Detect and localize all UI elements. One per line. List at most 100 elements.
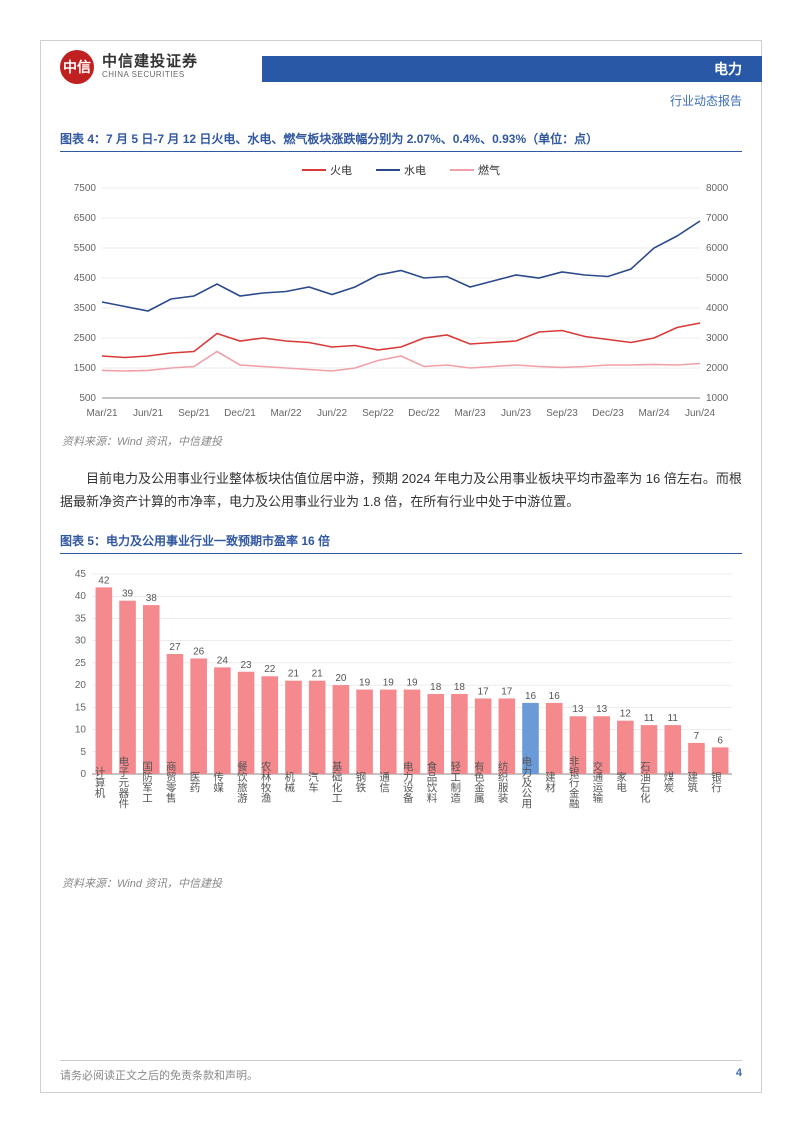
- svg-text:4500: 4500: [74, 273, 97, 284]
- sector-label: 电力: [714, 59, 742, 79]
- svg-text:11: 11: [644, 713, 655, 724]
- svg-text:17: 17: [501, 686, 513, 697]
- logo-icon: 中信: [60, 50, 94, 84]
- svg-text:计算机: 计算机: [94, 765, 106, 798]
- svg-text:45: 45: [75, 569, 87, 580]
- svg-text:Mar/22: Mar/22: [270, 408, 302, 419]
- logo-area: 中信 中信建投证券 CHINA SECURITIES: [60, 50, 198, 84]
- svg-text:20: 20: [335, 673, 347, 684]
- svg-text:Mar/21: Mar/21: [86, 408, 118, 419]
- svg-text:Jun/24: Jun/24: [685, 408, 715, 419]
- svg-text:Jun/22: Jun/22: [317, 408, 347, 419]
- svg-text:机械: 机械: [283, 771, 295, 794]
- svg-text:25: 25: [75, 658, 87, 669]
- svg-text:18: 18: [454, 682, 466, 693]
- report-type-label: 行业动态报告: [670, 92, 742, 109]
- svg-text:3000: 3000: [706, 333, 729, 344]
- svg-text:Dec/21: Dec/21: [224, 408, 256, 419]
- svg-text:16: 16: [549, 691, 561, 702]
- svg-text:6: 6: [717, 735, 723, 746]
- svg-text:纺织服装: 纺织服装: [497, 760, 509, 804]
- svg-text:2000: 2000: [706, 363, 729, 374]
- svg-text:20: 20: [75, 680, 87, 691]
- svg-text:15: 15: [75, 702, 87, 713]
- svg-text:医药: 医药: [188, 771, 200, 793]
- svg-text:27: 27: [169, 642, 181, 653]
- svg-text:8000: 8000: [706, 183, 729, 194]
- svg-text:6500: 6500: [74, 213, 97, 224]
- svg-text:5: 5: [80, 747, 86, 758]
- svg-text:19: 19: [406, 677, 418, 688]
- legend-item: 火电: [302, 162, 352, 178]
- chart5-svg: 05101520253035404542计算机39电子元器件38国防军工27商贸…: [60, 564, 742, 864]
- svg-text:建材: 建材: [544, 771, 556, 793]
- svg-text:Sep/22: Sep/22: [362, 408, 394, 419]
- svg-text:7500: 7500: [74, 183, 97, 194]
- svg-text:家电: 家电: [615, 771, 627, 793]
- header-sector-bar: 电力: [262, 56, 762, 82]
- svg-text:Jun/23: Jun/23: [501, 408, 531, 419]
- svg-text:食品饮料: 食品饮料: [426, 760, 438, 804]
- svg-text:22: 22: [264, 664, 276, 675]
- svg-text:1000: 1000: [706, 393, 729, 404]
- svg-text:Sep/21: Sep/21: [178, 408, 210, 419]
- svg-text:26: 26: [193, 646, 205, 657]
- svg-text:1500: 1500: [74, 363, 97, 374]
- page-number: 4: [736, 1067, 742, 1083]
- svg-text:18: 18: [430, 682, 442, 693]
- svg-text:传媒: 传媒: [212, 771, 224, 793]
- svg-text:2500: 2500: [74, 333, 97, 344]
- svg-text:13: 13: [596, 704, 608, 715]
- body-paragraph: 目前电力及公用事业行业整体板块估值位居中游，预期 2024 年电力及公用事业板块…: [60, 467, 742, 514]
- svg-text:4000: 4000: [706, 303, 729, 314]
- svg-text:交通运输: 交通运输: [591, 760, 603, 804]
- svg-text:5000: 5000: [706, 273, 729, 284]
- svg-text:7: 7: [694, 731, 700, 742]
- company-name-en: CHINA SECURITIES: [102, 71, 198, 80]
- chart5-container: 05101520253035404542计算机39电子元器件38国防军工27商贸…: [60, 564, 742, 867]
- svg-text:商贸零售: 商贸零售: [165, 760, 177, 804]
- svg-text:13: 13: [572, 704, 584, 715]
- svg-text:Dec/22: Dec/22: [408, 408, 440, 419]
- svg-text:23: 23: [241, 660, 253, 671]
- svg-text:42: 42: [98, 575, 110, 586]
- svg-text:16: 16: [525, 691, 537, 702]
- svg-text:建筑: 建筑: [686, 771, 698, 793]
- svg-text:38: 38: [146, 593, 158, 604]
- svg-text:6000: 6000: [706, 243, 729, 254]
- svg-text:35: 35: [75, 613, 87, 624]
- svg-text:21: 21: [312, 668, 324, 679]
- svg-text:21: 21: [288, 668, 300, 679]
- chart4-svg: 5001500250035004500550065007500100020003…: [60, 182, 742, 422]
- svg-text:3500: 3500: [74, 303, 97, 314]
- svg-text:煤炭: 煤炭: [663, 771, 675, 794]
- svg-text:农林牧渔: 农林牧渔: [260, 760, 272, 804]
- svg-text:Sep/23: Sep/23: [546, 408, 578, 419]
- svg-text:19: 19: [383, 677, 395, 688]
- svg-text:电子元器件: 电子元器件: [117, 755, 129, 809]
- svg-text:11: 11: [668, 713, 679, 724]
- svg-text:39: 39: [122, 588, 134, 599]
- svg-text:电力及公用: 电力及公用: [520, 755, 532, 809]
- chart5-title: 图表 5：电力及公用事业行业一致预期市盈率 16 倍: [60, 532, 742, 554]
- svg-text:19: 19: [359, 677, 371, 688]
- svg-text:有色金属: 有色金属: [473, 760, 485, 804]
- footer-disclaimer: 请务必阅读正文之后的免责条款和声明。: [60, 1067, 258, 1083]
- svg-text:银行: 银行: [710, 771, 722, 794]
- svg-text:电力设备: 电力设备: [402, 760, 414, 804]
- svg-text:10: 10: [75, 724, 87, 735]
- svg-text:基础化工: 基础化工: [331, 760, 343, 803]
- svg-text:40: 40: [75, 591, 87, 602]
- legend-item: 水电: [376, 162, 426, 178]
- chart4-title: 图表 4：7 月 5 日-7 月 12 日火电、水电、燃气板块涨跌幅分别为 2.…: [60, 130, 742, 152]
- legend-item: 燃气: [450, 162, 500, 178]
- footer: 请务必阅读正文之后的免责条款和声明。 4: [60, 1060, 742, 1083]
- svg-text:通信: 通信: [378, 771, 390, 793]
- svg-text:石油石化: 石油石化: [639, 761, 651, 804]
- chart4-container: 火电水电燃气 500150025003500450055006500750010…: [60, 162, 742, 425]
- svg-text:钢铁: 钢铁: [354, 771, 366, 794]
- chart4-legend: 火电 水电 燃气: [60, 162, 742, 178]
- svg-text:汽车: 汽车: [307, 771, 319, 794]
- svg-text:Mar/24: Mar/24: [638, 408, 670, 419]
- svg-text:5500: 5500: [74, 243, 97, 254]
